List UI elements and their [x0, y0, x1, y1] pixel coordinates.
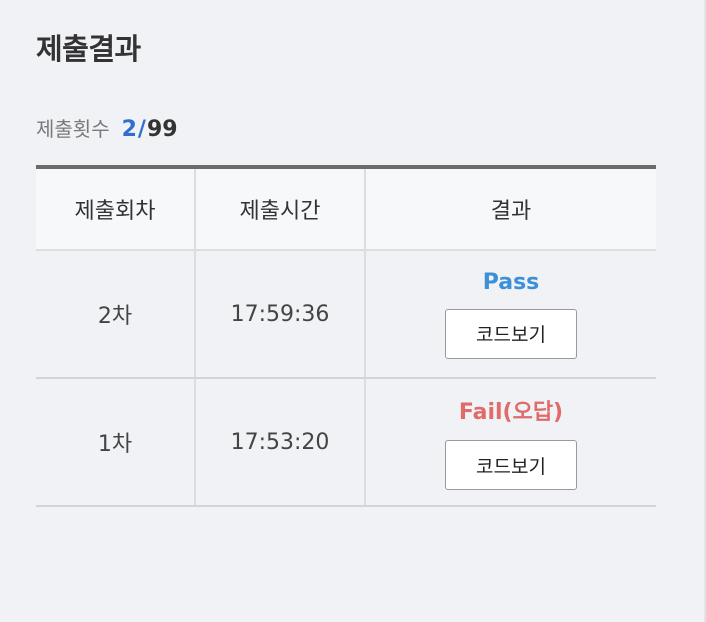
view-code-button[interactable]: 코드보기: [445, 308, 577, 359]
result-cell: Fail(오답) 코드보기: [366, 379, 656, 505]
submission-table: 제출회차 제출시간 결과 2차 17:59:36 Pass 코드보기 1차 17…: [36, 165, 656, 507]
result-cell: Pass 코드보기: [366, 251, 656, 377]
submission-count-label: 제출횟수: [36, 117, 110, 141]
table-row: 1차 17:53:20 Fail(오답) 코드보기: [36, 379, 656, 507]
time-cell: 17:53:20: [196, 379, 366, 505]
round-cell: 1차: [36, 379, 196, 505]
page-title: 제출결과: [36, 32, 141, 66]
result-status: Fail(오답): [458, 400, 564, 425]
submission-count: 제출횟수 2 / 99: [36, 113, 178, 142]
panel-edge: [704, 0, 706, 622]
result-status: Pass: [482, 269, 540, 295]
header-round: 제출회차: [36, 169, 196, 249]
submission-count-current: 2: [121, 117, 137, 142]
round-cell: 2차: [36, 251, 196, 377]
table-row: 2차 17:59:36 Pass 코드보기: [36, 251, 656, 379]
header-result: 결과: [490, 199, 532, 224]
header-time: 제출시간: [196, 169, 366, 249]
view-code-button[interactable]: 코드보기: [445, 440, 577, 490]
submission-count-max: 99: [146, 117, 178, 142]
submission-count-separator: /: [137, 117, 146, 142]
time-cell: 17:59:36: [196, 251, 366, 377]
table-header-row: 제출회차 제출시간 결과: [36, 169, 656, 251]
